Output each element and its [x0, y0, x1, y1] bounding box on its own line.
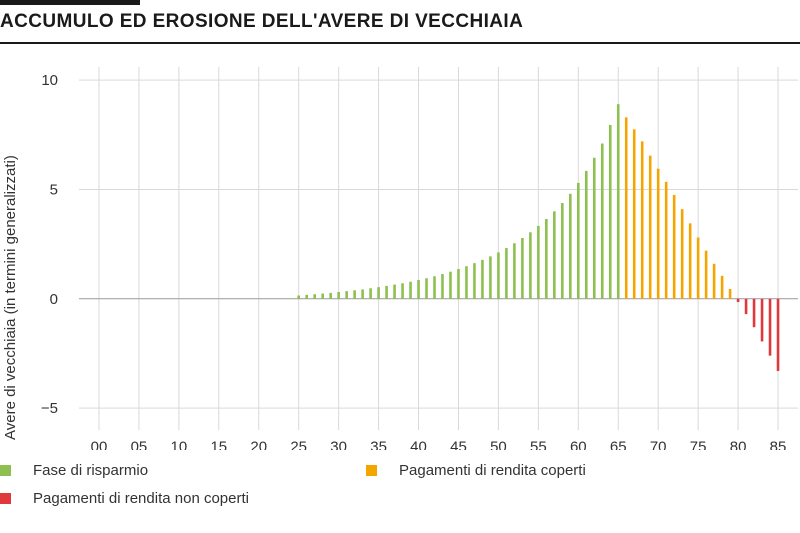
y-axis-label: Avere di vecchiaia (in termini generaliz…: [2, 155, 19, 440]
legend-label-saving: Fase di risparmio: [33, 462, 149, 479]
x-tick-label: 40: [410, 439, 427, 451]
x-tick-label: 10: [171, 439, 188, 451]
bar-saving: [497, 252, 500, 299]
bar-saving: [433, 276, 436, 299]
bar-saving: [401, 283, 404, 299]
legend-label-uncovered: Pagamenti di rendita non coperti: [33, 490, 249, 507]
bar-saving: [305, 294, 308, 299]
y-tick-label: 10: [41, 72, 58, 89]
bar-saving: [529, 232, 532, 299]
x-tick-label: 00: [91, 439, 108, 451]
bar-covered: [680, 209, 684, 299]
y-tick-label: −5: [41, 400, 58, 417]
x-tick-label: 45: [450, 439, 467, 451]
bar-covered: [648, 155, 652, 299]
bar-saving: [345, 291, 348, 299]
bar-saving: [409, 281, 412, 299]
x-tick-label: 15: [210, 439, 227, 451]
x-tick-label: 05: [131, 439, 148, 451]
x-tick-label: 70: [650, 439, 667, 451]
legend-swatch-uncovered: [0, 493, 11, 504]
bar-saving: [545, 218, 548, 299]
bar-covered: [640, 141, 644, 299]
bar-uncovered: [752, 298, 756, 328]
bar-covered: [728, 288, 732, 299]
bar-saving: [608, 124, 612, 299]
bar-saving: [417, 279, 420, 299]
bar-saving: [553, 211, 556, 299]
bar-saving: [385, 285, 388, 299]
x-tick-label: 80: [730, 439, 747, 451]
bar-saving: [321, 293, 324, 299]
bar-uncovered: [736, 298, 740, 303]
legend-label-covered: Pagamenti di rendita coperti: [399, 462, 586, 479]
x-tick-label: 30: [330, 439, 347, 451]
bar-saving: [561, 203, 564, 299]
title-accent-bar: [0, 0, 140, 5]
legend-item-covered: Pagamenti di rendita coperti: [366, 462, 586, 479]
bar-covered: [696, 237, 700, 299]
bar-saving: [505, 248, 508, 299]
x-tick-label: 55: [530, 439, 547, 451]
bar-saving: [465, 266, 468, 299]
bar-covered: [656, 168, 660, 299]
bar-uncovered: [760, 298, 764, 342]
x-tick-label: 20: [250, 439, 267, 451]
x-tick-label: 75: [690, 439, 707, 451]
bar-saving: [369, 288, 372, 299]
legend-item-uncovered: Pagamenti di rendita non coperti: [0, 490, 249, 507]
bar-covered: [672, 194, 676, 299]
x-tick-label: 60: [570, 439, 587, 451]
bar-saving: [481, 259, 484, 299]
bar-saving: [513, 243, 516, 299]
bar-saving: [592, 157, 596, 299]
bar-saving: [489, 256, 492, 299]
bar-saving: [425, 278, 428, 299]
bar-saving: [449, 271, 452, 299]
bar-saving: [353, 290, 356, 299]
x-tick-label: 85: [770, 439, 787, 451]
bar-covered: [712, 263, 716, 299]
y-tick-label: 5: [50, 181, 58, 198]
bar-covered: [704, 250, 708, 299]
legend-swatch-covered: [366, 465, 377, 476]
bar-saving: [616, 104, 620, 299]
bar-saving: [584, 170, 588, 299]
legend-item-saving: Fase di risparmio: [0, 462, 148, 479]
bar-saving: [577, 182, 580, 299]
bar-covered: [688, 223, 692, 299]
legend-swatch-saving: [0, 465, 11, 476]
bar-saving: [361, 289, 364, 299]
bar-saving: [600, 143, 604, 299]
bar-covered: [632, 129, 636, 299]
title-rule: [0, 42, 800, 44]
x-tick-label: 25: [290, 439, 307, 451]
bar-covered: [624, 117, 628, 299]
bar-saving: [521, 238, 524, 299]
bar-saving: [457, 269, 460, 299]
bar-uncovered: [768, 298, 772, 356]
bar-saving: [393, 284, 396, 299]
bar-saving: [473, 263, 476, 299]
x-tick-label: 35: [370, 439, 387, 451]
bar-covered: [720, 275, 724, 299]
chart-title: ACCUMULO ED EROSIONE DELL'AVERE DI VECCH…: [0, 11, 524, 32]
bar-saving: [537, 225, 540, 299]
bar-saving: [441, 274, 444, 299]
bar-saving: [377, 287, 380, 299]
y-tick-label: 0: [50, 291, 58, 308]
bar-saving: [337, 292, 340, 299]
bar-uncovered: [744, 298, 748, 315]
bar-saving: [329, 292, 332, 299]
bar-saving: [297, 295, 300, 299]
x-tick-label: 65: [610, 439, 627, 451]
bar-covered: [664, 181, 668, 299]
bar-saving: [569, 193, 572, 299]
bar-uncovered: [776, 298, 780, 371]
bar-saving: [313, 294, 316, 299]
x-tick-label: 50: [490, 439, 507, 451]
